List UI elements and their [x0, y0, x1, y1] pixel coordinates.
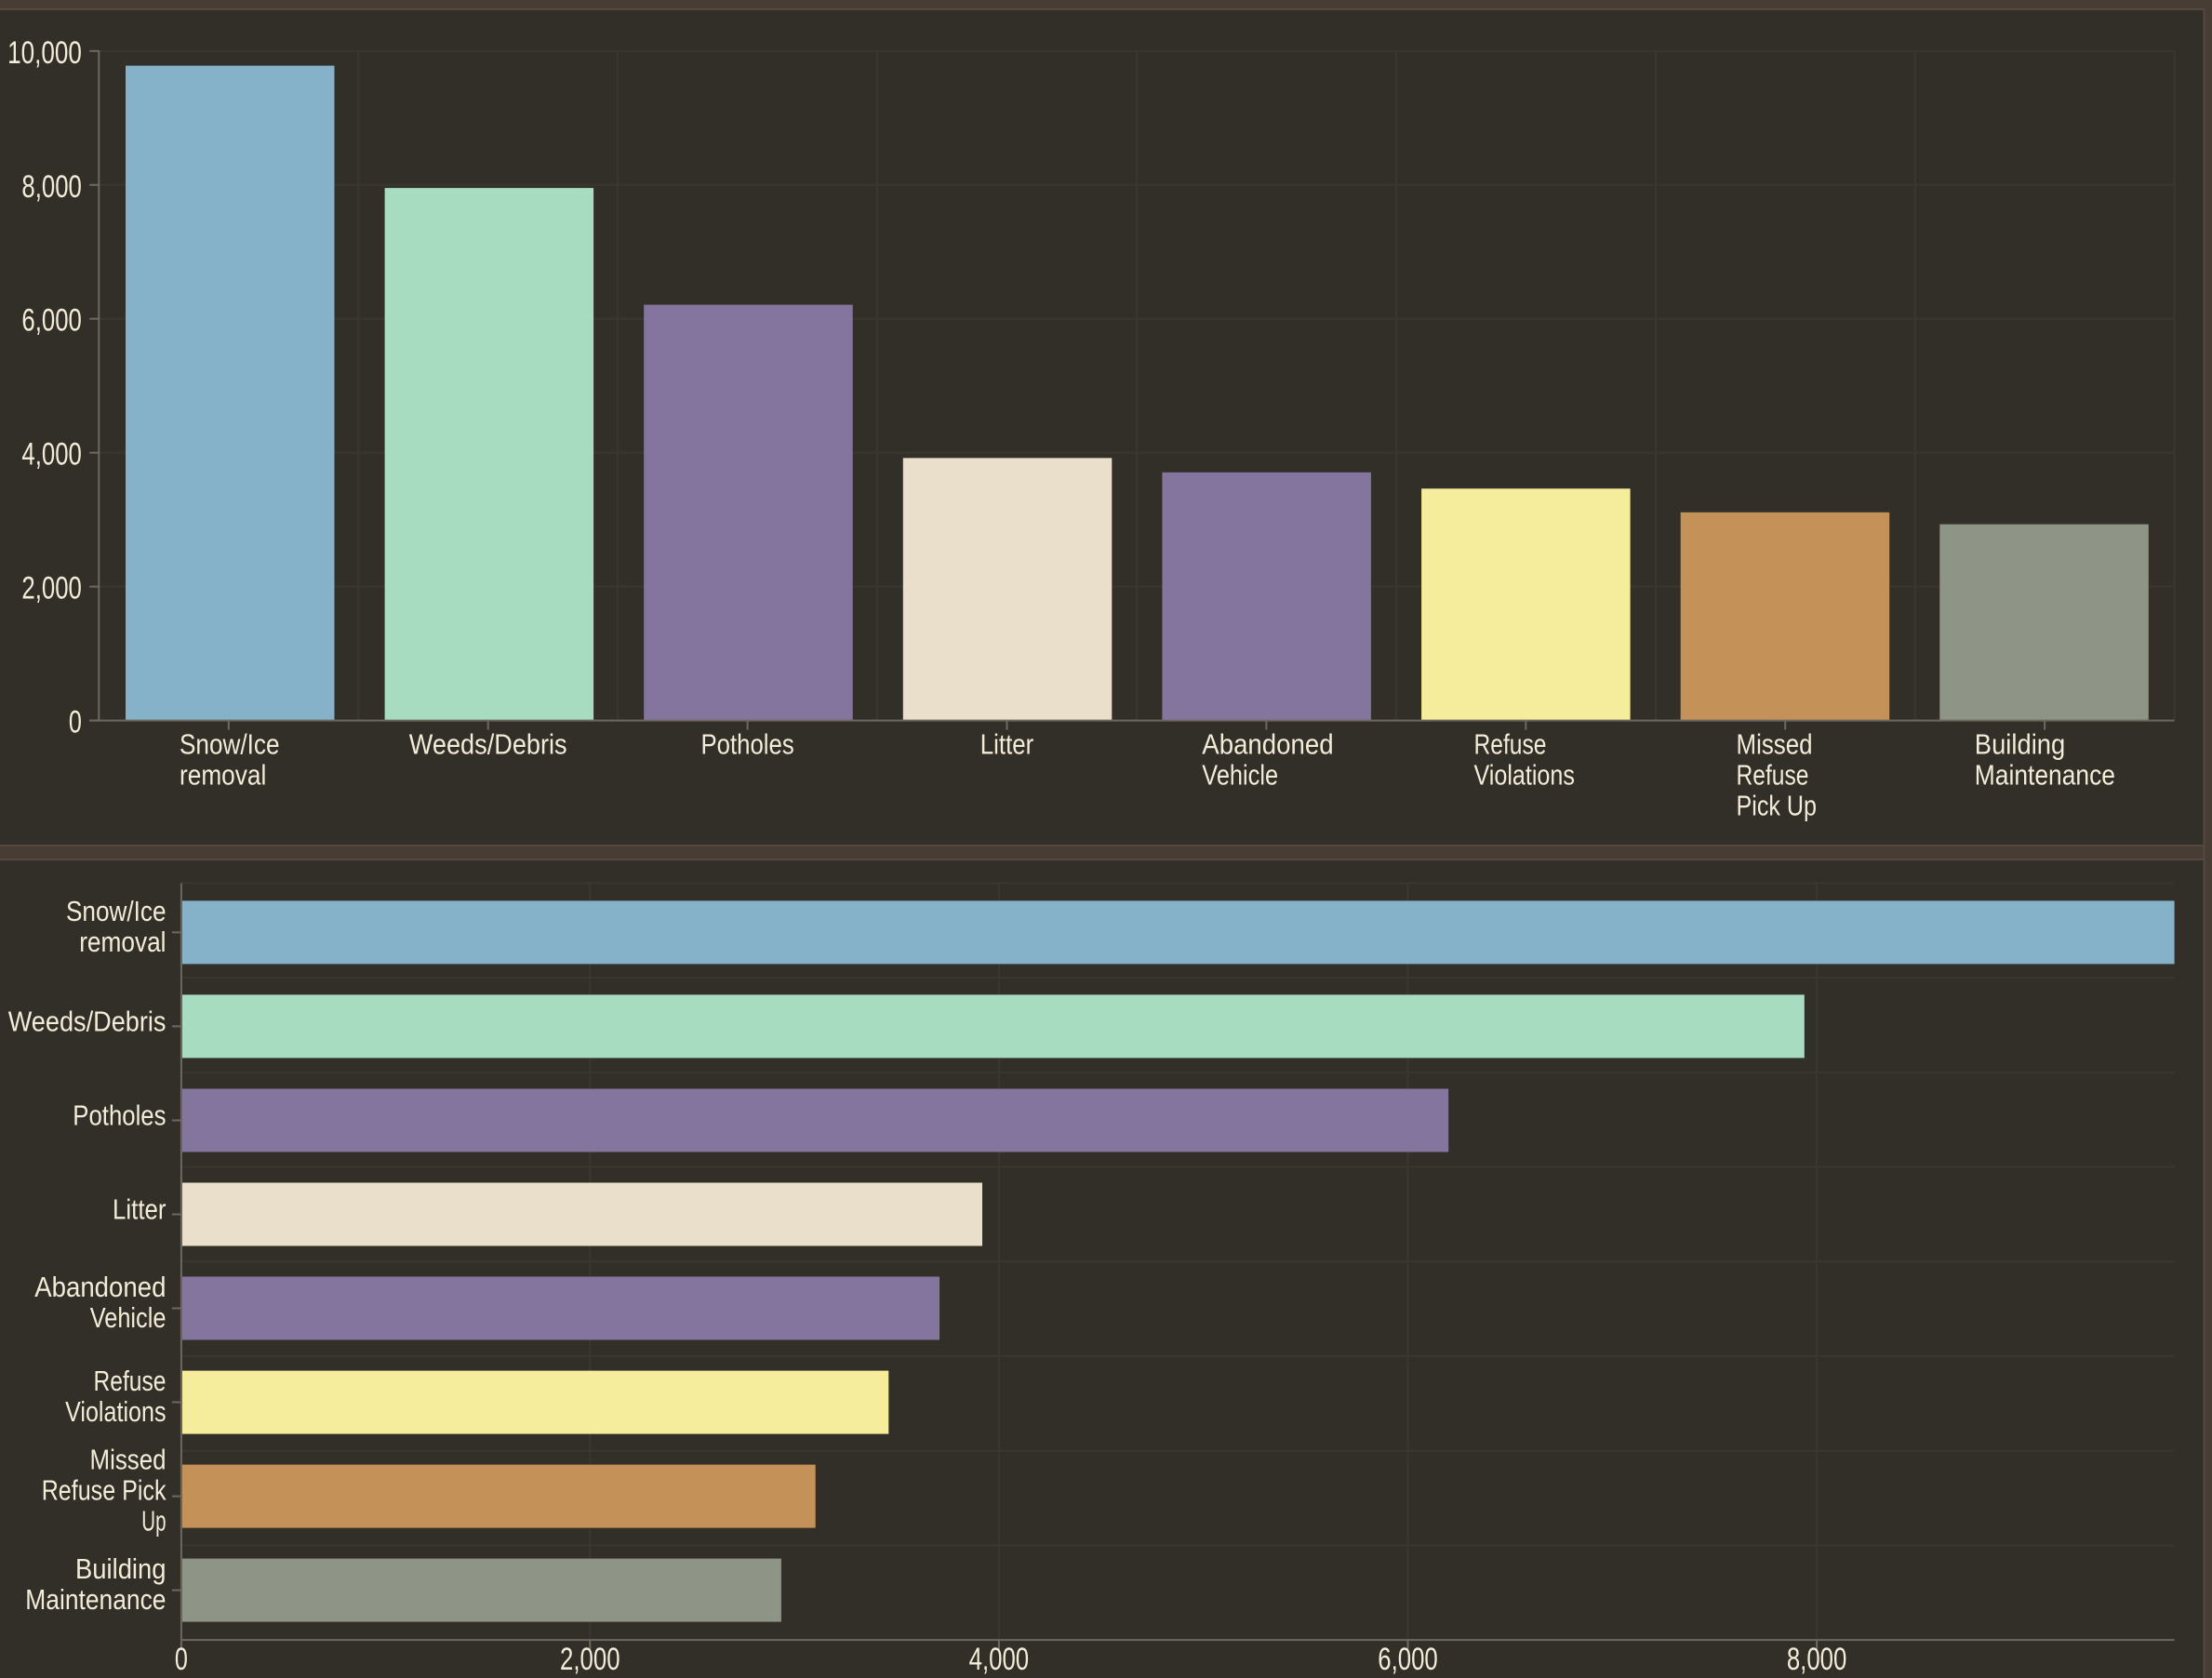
svg-text:removal: removal — [79, 926, 166, 958]
svg-text:0: 0 — [69, 705, 82, 740]
svg-text:Litter: Litter — [980, 728, 1034, 761]
svg-text:8,000: 8,000 — [1787, 1642, 1847, 1677]
svg-text:Violations: Violations — [65, 1395, 166, 1428]
svg-text:2,000: 2,000 — [560, 1642, 620, 1677]
svg-text:Potholes: Potholes — [701, 728, 794, 761]
svg-text:Abandoned: Abandoned — [34, 1271, 166, 1303]
svg-text:Building: Building — [75, 1552, 167, 1585]
svg-text:Building: Building — [1975, 728, 2066, 761]
svg-text:Up: Up — [141, 1505, 166, 1538]
svg-text:Violations: Violations — [1474, 759, 1575, 792]
svg-text:Pick Up: Pick Up — [1737, 790, 1818, 822]
svg-text:Vehicle: Vehicle — [90, 1301, 167, 1334]
svg-text:Maintenance: Maintenance — [25, 1583, 166, 1616]
svg-text:6,000: 6,000 — [1378, 1642, 1438, 1677]
svg-text:6,000: 6,000 — [21, 303, 82, 339]
svg-text:Vehicle: Vehicle — [1202, 759, 1278, 792]
svg-text:Refuse Pick: Refuse Pick — [42, 1474, 167, 1507]
svg-text:Snow/Ice: Snow/Ice — [66, 895, 167, 927]
svg-text:Potholes: Potholes — [73, 1099, 166, 1132]
svg-text:Weeds/Debris: Weeds/Debris — [8, 1005, 167, 1037]
svg-text:Refuse: Refuse — [1474, 728, 1547, 761]
svg-text:Refuse: Refuse — [94, 1365, 167, 1397]
svg-text:Litter: Litter — [113, 1193, 167, 1226]
svg-text:removal: removal — [180, 759, 266, 792]
svg-text:Abandoned: Abandoned — [1202, 728, 1333, 761]
svg-text:4,000: 4,000 — [969, 1642, 1030, 1677]
svg-text:Snow/Ice: Snow/Ice — [180, 728, 280, 761]
svg-text:4,000: 4,000 — [21, 437, 82, 473]
svg-text:10,000: 10,000 — [7, 35, 82, 71]
svg-text:Missed: Missed — [90, 1444, 167, 1476]
svg-text:Maintenance: Maintenance — [1975, 759, 2115, 792]
svg-text:Weeds/Debris: Weeds/Debris — [409, 728, 567, 761]
svg-text:2,000: 2,000 — [21, 571, 82, 606]
svg-text:0: 0 — [175, 1642, 188, 1677]
svg-text:8,000: 8,000 — [21, 169, 82, 205]
svg-text:Refuse: Refuse — [1737, 759, 1809, 792]
svg-text:Missed: Missed — [1737, 728, 1813, 761]
